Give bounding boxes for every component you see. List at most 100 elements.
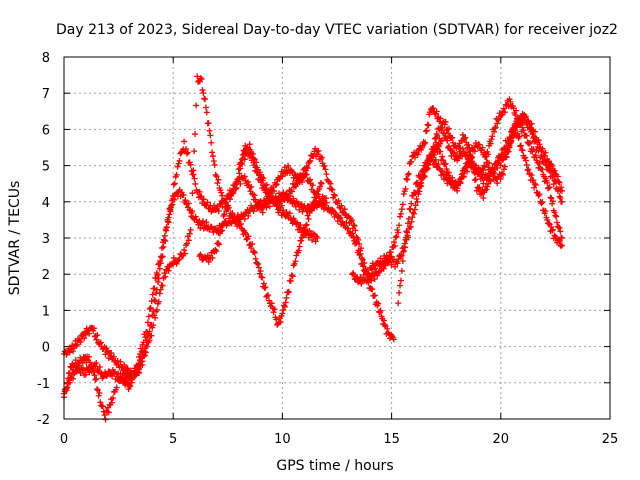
data-point bbox=[463, 149, 470, 156]
data-point bbox=[487, 178, 494, 185]
data-point bbox=[70, 348, 77, 355]
data-point bbox=[142, 349, 149, 356]
data-point bbox=[328, 186, 335, 193]
data-point bbox=[511, 129, 518, 136]
data-point bbox=[356, 252, 363, 259]
data-point bbox=[544, 179, 551, 186]
data-point bbox=[156, 265, 163, 272]
data-point bbox=[409, 214, 416, 221]
x-tick-label: 25 bbox=[602, 432, 619, 447]
data-point bbox=[395, 229, 402, 236]
data-point bbox=[185, 237, 192, 244]
data-point bbox=[156, 290, 163, 297]
data-point bbox=[181, 138, 188, 145]
data-point bbox=[489, 133, 496, 140]
data-point bbox=[202, 96, 209, 103]
data-point bbox=[241, 173, 248, 180]
data-point bbox=[558, 198, 565, 205]
data-point bbox=[528, 120, 535, 127]
data-point bbox=[335, 197, 342, 204]
data-point bbox=[285, 192, 292, 199]
data-point bbox=[109, 399, 116, 406]
data-point bbox=[173, 171, 180, 178]
data-point bbox=[182, 197, 189, 204]
data-point bbox=[392, 263, 399, 270]
data-point bbox=[270, 194, 277, 201]
data-point bbox=[136, 369, 143, 376]
data-point bbox=[153, 306, 160, 313]
data-point bbox=[353, 239, 360, 246]
data-point bbox=[185, 200, 192, 207]
data-point bbox=[207, 132, 214, 139]
data-point bbox=[532, 181, 539, 188]
data-point bbox=[70, 366, 77, 373]
data-point bbox=[87, 361, 94, 368]
data-point bbox=[272, 182, 279, 189]
data-point bbox=[479, 144, 486, 151]
data-point bbox=[191, 148, 198, 155]
data-point bbox=[501, 109, 508, 116]
data-point bbox=[423, 127, 430, 134]
data-point bbox=[81, 335, 88, 342]
data-point bbox=[101, 412, 108, 419]
data-point bbox=[429, 154, 436, 161]
data-point bbox=[525, 166, 532, 173]
data-point bbox=[343, 219, 350, 226]
data-point bbox=[225, 202, 232, 209]
data-point bbox=[94, 386, 101, 393]
data-point bbox=[532, 152, 539, 159]
data-point bbox=[182, 250, 189, 257]
data-point bbox=[226, 196, 233, 203]
data-point bbox=[300, 166, 307, 173]
data-point bbox=[424, 121, 431, 128]
data-point bbox=[124, 365, 131, 372]
data-point bbox=[546, 184, 553, 191]
data-point bbox=[491, 125, 498, 132]
data-point bbox=[362, 276, 369, 283]
data-point bbox=[402, 185, 409, 192]
data-point bbox=[197, 75, 204, 82]
data-point bbox=[313, 193, 320, 200]
data-point bbox=[503, 154, 510, 161]
data-point bbox=[331, 192, 338, 199]
data-point bbox=[441, 161, 448, 168]
data-point bbox=[192, 131, 199, 138]
data-point bbox=[408, 218, 415, 225]
data-point bbox=[231, 213, 238, 220]
data-point bbox=[483, 176, 490, 183]
data-point bbox=[531, 181, 538, 188]
data-point bbox=[246, 242, 253, 249]
data-point bbox=[349, 217, 356, 224]
data-point bbox=[266, 203, 273, 210]
data-point bbox=[432, 135, 439, 142]
data-point bbox=[321, 162, 328, 169]
data-point bbox=[154, 278, 161, 285]
data-point bbox=[290, 195, 297, 202]
data-point bbox=[481, 163, 488, 170]
data-point bbox=[486, 160, 493, 167]
data-point bbox=[295, 247, 302, 254]
data-point bbox=[387, 249, 394, 256]
data-point bbox=[280, 207, 287, 214]
data-point bbox=[219, 221, 226, 228]
data-point bbox=[495, 117, 502, 124]
data-point bbox=[159, 253, 166, 260]
grid-layer bbox=[64, 57, 610, 419]
data-point bbox=[318, 154, 325, 161]
data-point bbox=[481, 162, 488, 169]
y-axis-label: SDTVAR / TECUs bbox=[7, 181, 23, 296]
data-point bbox=[503, 147, 510, 154]
data-point bbox=[96, 363, 103, 370]
y-tick-label: 7 bbox=[42, 87, 50, 102]
data-point bbox=[169, 193, 176, 200]
data-point bbox=[358, 280, 365, 287]
data-point bbox=[351, 222, 358, 229]
data-point bbox=[94, 332, 101, 339]
y-tick-label: 6 bbox=[42, 123, 50, 138]
data-point bbox=[306, 176, 313, 183]
data-point bbox=[316, 198, 323, 205]
data-point bbox=[462, 134, 469, 141]
data-point bbox=[174, 163, 181, 170]
data-point bbox=[400, 247, 407, 254]
data-point bbox=[73, 343, 80, 350]
